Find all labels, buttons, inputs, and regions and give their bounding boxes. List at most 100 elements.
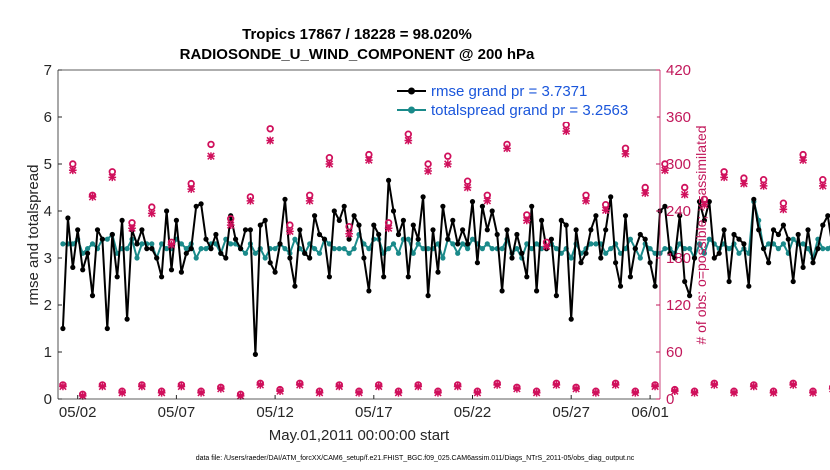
spread-point xyxy=(346,250,352,256)
rmse-point xyxy=(183,250,189,256)
y-tick-right: 60 xyxy=(656,344,683,361)
rmse-point xyxy=(252,351,258,357)
spread-point xyxy=(460,241,466,247)
x-tick: 05/27 xyxy=(552,395,590,421)
x-tick-label: 05/02 xyxy=(59,404,97,421)
rmse-point xyxy=(588,227,594,233)
obs-assimilated-point xyxy=(365,156,373,164)
obs-assimilated-point xyxy=(749,382,758,391)
spread-point xyxy=(292,236,298,242)
y-tick: 6 xyxy=(44,109,62,126)
rmse-point xyxy=(761,246,767,252)
rmse-point xyxy=(504,227,510,233)
rmse-point xyxy=(371,222,377,228)
obs-assimilated-point xyxy=(295,381,304,389)
series-obs-counts xyxy=(59,121,830,400)
spread-point xyxy=(331,246,337,252)
rmse-point xyxy=(60,325,66,332)
spread-point xyxy=(593,241,599,247)
rmse-point xyxy=(667,250,673,256)
obs-possible-point xyxy=(345,222,353,231)
obs-assimilated-point xyxy=(108,173,117,182)
spread-point xyxy=(455,250,461,256)
rmse-point xyxy=(302,250,308,256)
rmse-point xyxy=(351,213,357,219)
obs-assimilated-point xyxy=(582,196,590,205)
y-tick: 4 xyxy=(44,203,62,220)
rmse-point xyxy=(331,208,337,214)
obs-assimilated-point xyxy=(88,193,97,201)
rmse-point xyxy=(346,236,352,242)
y-ticks-right: 0 60 120 180 240 300 360 420 xyxy=(656,62,691,408)
rmse-point xyxy=(756,227,762,233)
y-axis-label-right: # of obs: o=possible; ×=assimilated xyxy=(693,125,709,344)
y-tick-right: 420 xyxy=(656,62,691,79)
obs-assimilated-point xyxy=(522,216,531,225)
rmse-point xyxy=(139,227,145,233)
rmse-point xyxy=(617,283,624,289)
chart-title: Tropics 17867 / 18228 = 98.020% xyxy=(242,26,472,43)
spread-point xyxy=(465,246,471,252)
obs-assimilated-point xyxy=(710,381,719,389)
obs-assimilated-point xyxy=(611,381,620,389)
spread-point xyxy=(183,246,189,252)
x-tick-label: 05/17 xyxy=(355,404,393,421)
y-tick-right: 0 xyxy=(656,391,674,408)
rmse-point xyxy=(731,231,737,238)
spread-point xyxy=(262,255,268,261)
rmse-point xyxy=(706,199,712,205)
obs-possible-point xyxy=(207,140,215,149)
rmse-point xyxy=(75,227,81,233)
rmse-point xyxy=(420,194,426,200)
rmse-point xyxy=(386,177,392,183)
rmse-point xyxy=(292,283,298,289)
rmse-point xyxy=(307,255,313,261)
obs-assimilated-point xyxy=(246,196,255,205)
y-tick-right: 300 xyxy=(656,156,691,173)
rmse-point xyxy=(341,203,347,209)
obs-possible-point xyxy=(266,125,274,133)
obs-assimilated-point xyxy=(552,381,561,389)
spread-point xyxy=(820,246,826,252)
rmse-point xyxy=(519,250,525,256)
spread-point xyxy=(637,255,643,261)
rmse-point xyxy=(479,203,485,209)
spread-point xyxy=(316,250,323,256)
spread-point xyxy=(198,246,204,252)
spread-point xyxy=(178,241,184,247)
y-tick-right-label: 120 xyxy=(666,297,691,314)
rmse-point xyxy=(534,288,540,294)
spread-point xyxy=(766,241,772,247)
rmse-point xyxy=(563,222,569,228)
spread-point xyxy=(312,246,318,252)
rmse-point xyxy=(785,236,791,242)
rmse-point xyxy=(435,269,441,275)
rmse-point xyxy=(509,255,515,261)
spread-point xyxy=(489,246,495,252)
rmse-point xyxy=(514,231,520,238)
x-tick-label: 05/07 xyxy=(158,404,196,421)
footer-data-file: data file: /Users/raeder/DAI/ATM_forcXX/… xyxy=(196,455,635,462)
spread-point xyxy=(790,236,796,242)
spread-point xyxy=(149,241,155,247)
rmse-point xyxy=(484,227,490,233)
rmse-point xyxy=(282,196,288,202)
obs-assimilated-point xyxy=(138,382,146,391)
legend-entry-rmse: rmse grand pr = 3.7371 xyxy=(397,83,587,100)
rmse-point xyxy=(80,267,86,273)
spread-point xyxy=(696,241,703,247)
obs-assimilated-point xyxy=(305,196,314,205)
obs-assimilated-point xyxy=(424,167,432,175)
obs-assimilated-point xyxy=(503,144,511,153)
legend-marker-spread xyxy=(408,106,415,114)
spread-point xyxy=(420,246,426,252)
obs-assimilated-point xyxy=(434,388,442,397)
rmse-point xyxy=(647,260,653,266)
legend-marker-rmse xyxy=(408,87,415,95)
spread-point xyxy=(701,250,708,256)
rmse-point xyxy=(159,274,165,280)
rmse-point xyxy=(297,227,303,233)
obs-assimilated-point xyxy=(740,179,748,188)
y-tick-label: 2 xyxy=(44,297,52,314)
